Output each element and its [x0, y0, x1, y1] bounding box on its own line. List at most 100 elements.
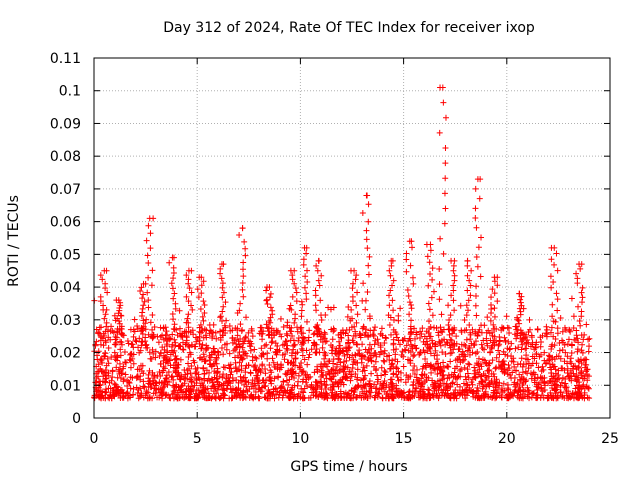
data-point	[288, 306, 295, 313]
data-point	[430, 288, 437, 295]
data-point	[498, 365, 505, 372]
data-point	[456, 345, 463, 352]
data-point	[159, 332, 166, 339]
data-point	[137, 347, 144, 354]
data-point	[171, 336, 178, 343]
data-point	[336, 368, 343, 375]
data-point	[429, 340, 436, 347]
data-point	[170, 382, 177, 389]
data-point	[300, 340, 307, 347]
data-point	[576, 261, 583, 268]
data-point	[196, 333, 203, 340]
data-point	[553, 250, 560, 257]
data-point	[266, 284, 273, 291]
data-point	[98, 324, 105, 331]
data-point	[539, 332, 546, 339]
data-point	[241, 238, 248, 245]
data-point	[295, 337, 302, 344]
data-point	[359, 325, 366, 332]
data-point	[340, 358, 347, 365]
data-point	[554, 394, 561, 401]
data-point	[524, 384, 531, 391]
data-point	[239, 344, 246, 351]
data-point	[473, 254, 480, 261]
data-point	[371, 381, 378, 388]
data-point	[176, 387, 183, 394]
data-point	[157, 360, 164, 367]
y-axis-label: ROTI / TECUs	[6, 195, 22, 287]
data-point	[317, 384, 324, 391]
data-point	[151, 324, 158, 331]
data-point	[134, 322, 141, 329]
data-point	[533, 350, 540, 357]
data-point	[127, 385, 134, 392]
data-point	[444, 385, 451, 392]
data-point	[315, 326, 322, 333]
data-point	[539, 363, 546, 370]
data-point	[427, 350, 434, 357]
data-point	[389, 282, 396, 289]
data-point	[534, 386, 541, 393]
data-point	[491, 341, 498, 348]
data-point	[562, 349, 569, 356]
data-point	[300, 368, 307, 375]
data-point	[576, 389, 583, 396]
data-point	[143, 341, 150, 348]
data-point	[139, 327, 146, 334]
data-point	[442, 175, 449, 182]
data-point	[378, 348, 385, 355]
data-point	[219, 294, 226, 301]
data-point	[363, 227, 370, 234]
data-point	[530, 390, 537, 397]
data-point	[145, 259, 152, 266]
data-point	[373, 353, 380, 360]
data-point	[410, 280, 417, 287]
data-point	[386, 321, 393, 328]
data-point	[451, 342, 458, 349]
data-point	[267, 377, 274, 384]
data-point	[208, 349, 215, 356]
data-point	[270, 359, 277, 366]
data-point	[451, 307, 458, 314]
data-point	[102, 366, 109, 373]
data-point	[554, 307, 561, 314]
data-point	[517, 296, 524, 303]
data-point	[463, 336, 470, 343]
x-tick-label: 20	[498, 431, 516, 447]
data-point	[100, 302, 107, 309]
data-point	[567, 328, 574, 335]
data-point	[568, 295, 575, 302]
data-point	[235, 379, 242, 386]
data-point	[177, 376, 184, 383]
data-point	[141, 298, 148, 305]
data-point	[411, 325, 418, 332]
data-point	[559, 374, 566, 381]
data-point	[448, 257, 455, 264]
data-point	[279, 394, 286, 401]
data-point	[312, 389, 319, 396]
data-point	[294, 328, 301, 335]
data-point	[144, 252, 151, 259]
data-point	[458, 329, 465, 336]
data-point	[370, 327, 377, 334]
data-point	[575, 303, 582, 310]
data-point	[471, 370, 478, 377]
data-point	[264, 350, 271, 357]
data-point	[172, 387, 179, 394]
data-point	[200, 278, 207, 285]
data-point	[217, 313, 224, 320]
data-point	[319, 372, 326, 379]
data-point	[118, 331, 125, 338]
data-point	[401, 346, 408, 353]
data-point	[488, 294, 495, 301]
data-point	[437, 342, 444, 349]
data-point	[498, 327, 505, 334]
data-point	[483, 335, 490, 342]
data-point	[460, 380, 467, 387]
y-tick-label: 0.08	[50, 149, 81, 165]
data-point	[425, 386, 432, 393]
data-point	[407, 323, 414, 330]
data-point	[349, 280, 356, 287]
data-point	[167, 351, 174, 358]
data-point	[118, 339, 125, 346]
